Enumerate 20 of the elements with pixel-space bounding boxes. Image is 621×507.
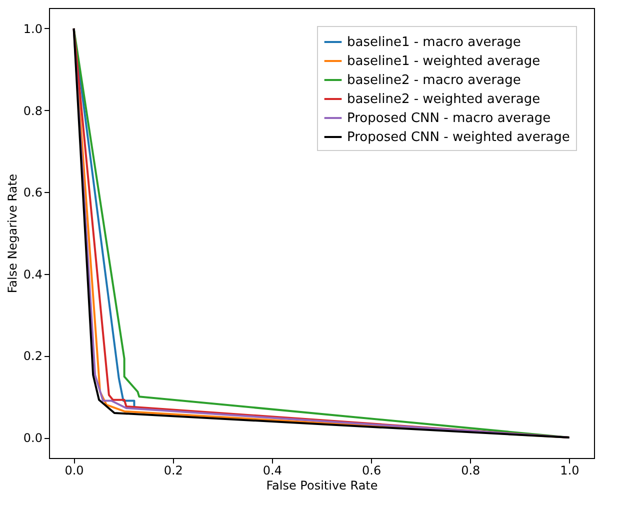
x-tick-label: 0.2 xyxy=(164,464,183,478)
y-tick-label: 0.8 xyxy=(23,104,42,118)
x-tick-label: 0.6 xyxy=(362,464,382,478)
y-tick-label: 0.4 xyxy=(23,267,42,282)
y-tick-label: 0.0 xyxy=(23,431,42,446)
legend-label: Proposed CNN - macro average xyxy=(347,111,551,126)
y-tick-label: 0.2 xyxy=(23,349,42,364)
legend-label: baseline2 - weighted average xyxy=(347,92,540,107)
legend-label: baseline1 - macro average xyxy=(347,35,521,50)
y-tick-label: 1.0 xyxy=(23,22,42,36)
legend-label: baseline1 - weighted average xyxy=(347,54,540,69)
y-axis-title: False Negarive Rate xyxy=(5,174,20,294)
y-tick-label: 0.6 xyxy=(23,186,42,200)
x-axis-title: False Positive Rate xyxy=(266,478,378,492)
legend-label: baseline2 - macro average xyxy=(347,73,521,88)
x-tick-label: 1.0 xyxy=(560,464,580,478)
x-tick-label: 0.8 xyxy=(461,464,480,478)
legend-label: Proposed CNN - weighted average xyxy=(347,130,570,145)
x-tick-label: 0.0 xyxy=(64,464,84,478)
x-tick-label: 0.4 xyxy=(262,464,282,478)
